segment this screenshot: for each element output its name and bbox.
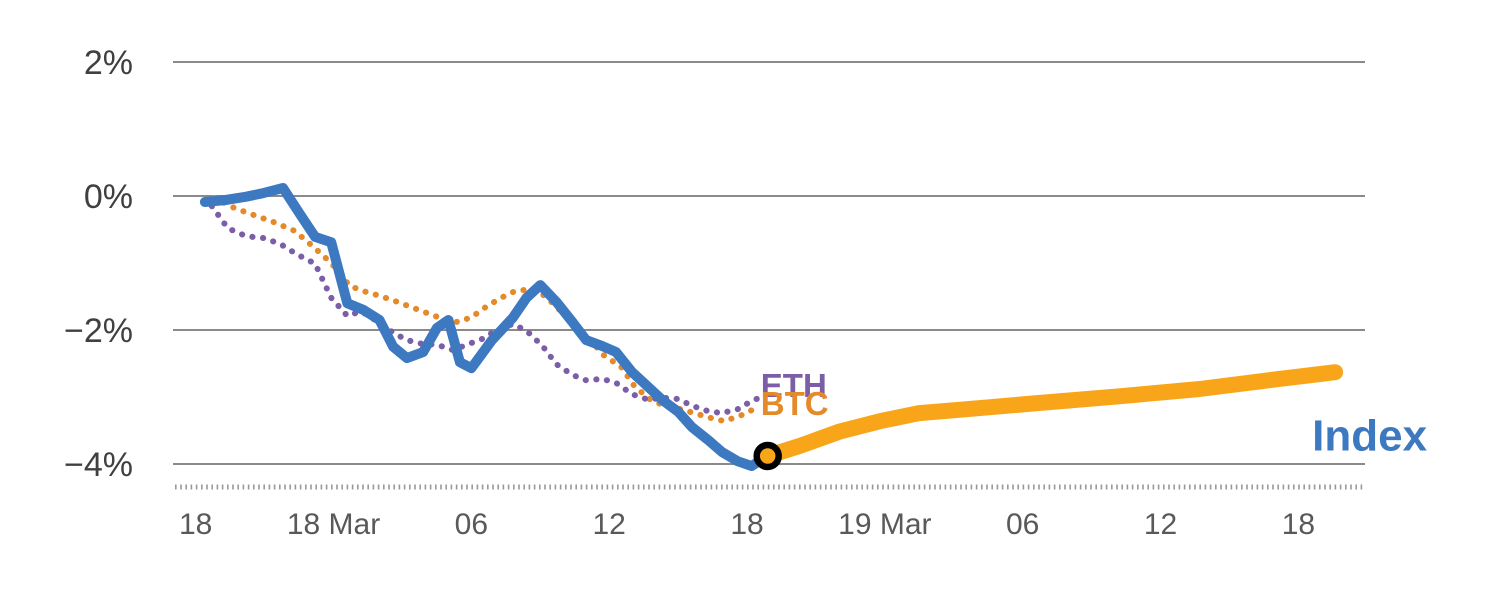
y-tick-label: 0% (84, 178, 133, 216)
series-label-BTC: BTC (761, 385, 829, 422)
series-ETH (208, 203, 767, 417)
series-label-Index: Index (1312, 412, 1427, 461)
x-tick-label: 06 (1006, 508, 1039, 541)
x-tick-label: 12 (1144, 508, 1177, 541)
series-index_projection (759, 364, 1344, 464)
x-tick-label: 18 Mar (287, 508, 380, 541)
y-tick-label: −4% (64, 446, 133, 484)
forecast-start-marker (753, 441, 782, 471)
x-tick-label: 12 (593, 508, 626, 541)
y-tick-label: −2% (64, 312, 133, 350)
series-Index (199, 183, 773, 471)
x-tick-label: 19 Mar (838, 508, 931, 541)
x-tick-label: 06 (455, 508, 488, 541)
y-tick-label: 2% (84, 44, 133, 82)
x-tick-label: 18 (1282, 508, 1315, 541)
series-label-ETH: ETH (761, 367, 827, 404)
x-tick-label: 18 (179, 508, 212, 541)
x-tick-label: 18 (730, 508, 763, 541)
series-BTC (211, 195, 757, 425)
